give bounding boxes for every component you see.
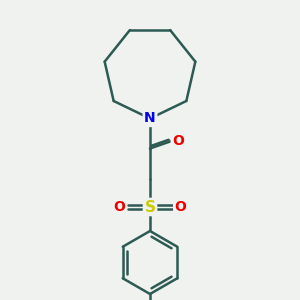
Text: O: O <box>113 200 125 214</box>
Text: N: N <box>144 112 156 125</box>
Text: S: S <box>145 200 155 214</box>
Text: O: O <box>172 134 184 148</box>
Text: O: O <box>175 200 187 214</box>
